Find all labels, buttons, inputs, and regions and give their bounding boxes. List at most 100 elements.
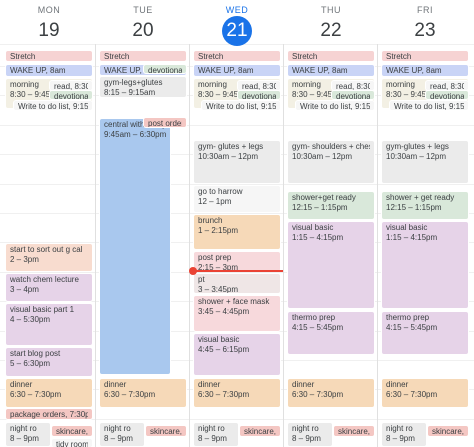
event-title: WAKE UP, 8am (198, 66, 254, 75)
event[interactable]: dinner 6:30 – 7:30pm (287, 378, 375, 408)
event[interactable]: dinner 6:30 – 7:30pm (99, 378, 187, 408)
event-title: Write to do list, 9:15am (206, 102, 276, 111)
event[interactable]: gym-glutes + legs 10:30am – 12pm (381, 140, 469, 184)
event[interactable]: devotional, (331, 90, 375, 100)
event[interactable]: Write to do list, 9:15am (295, 100, 375, 111)
column-divider (95, 44, 96, 447)
day-name: WED (225, 5, 249, 15)
event-title: devotional, (336, 92, 370, 100)
event-title: visual basic (386, 223, 428, 232)
event[interactable]: post orders, (143, 117, 187, 128)
hour-line (0, 183, 474, 185)
event-title: night ro (10, 424, 37, 433)
event[interactable]: Stretch (193, 50, 281, 62)
day-number: 22 (287, 17, 375, 45)
event[interactable]: visual basic 1:15 – 4:15pm (381, 221, 469, 309)
event[interactable]: start blog post 5 – 6:30pm (5, 347, 93, 377)
event-time: 6:30 – 7:30pm (386, 390, 438, 399)
event[interactable]: dinner 6:30 – 7:30pm (193, 378, 281, 408)
event[interactable]: pt 3 – 3:45pm (193, 273, 281, 294)
event[interactable]: skincare, (145, 425, 187, 437)
event-title: morning (198, 80, 227, 89)
event[interactable]: skincare, (333, 425, 375, 437)
event[interactable]: devotional, (425, 90, 469, 100)
event[interactable]: watch chem lecture 3 – 4pm (5, 273, 93, 302)
event[interactable]: skincare, (239, 425, 281, 437)
event[interactable]: dinner 6:30 – 7:30pm (5, 378, 93, 408)
current-time-line (193, 270, 283, 272)
current-time-dot (189, 267, 197, 275)
day-number: 23 (381, 17, 469, 45)
event[interactable]: start to sort out g cal 2 – 3pm (5, 243, 93, 272)
event-title: skincare, (432, 427, 464, 436)
event[interactable]: gym- shoulders + chest 10:30am – 12pm (287, 140, 375, 184)
event[interactable]: Write to do list, 9:15am (201, 100, 281, 111)
event[interactable]: devotional, (143, 64, 187, 74)
day-name: FRI (417, 5, 433, 15)
event[interactable]: thermo prep 4:15 – 5:45pm (287, 311, 375, 355)
event[interactable]: skincare, (51, 425, 93, 437)
event[interactable]: shower + get ready 12:15 – 1:15pm (381, 191, 469, 220)
event-time: 12:15 – 1:15pm (386, 203, 442, 212)
event[interactable]: WAKE UP, 8am (5, 64, 93, 77)
event[interactable]: package orders, 7:30pm (5, 408, 93, 420)
event[interactable]: Stretch (5, 50, 93, 62)
event-time: 8:30 – 9:45 (198, 90, 239, 99)
event-title: Write to do list, 9:15am (18, 102, 88, 111)
event[interactable]: tidy room (51, 438, 93, 447)
event[interactable]: visual basic 1:15 – 4:15pm (287, 221, 375, 309)
event[interactable]: shower + face mask 3:45 – 4:45pm (193, 295, 281, 332)
day-number: 20 (99, 17, 187, 45)
event-title: shower + get ready (386, 193, 455, 202)
event-title: Write to do list, 9:15am (300, 102, 370, 111)
event-title: visual basic (198, 335, 240, 344)
event[interactable]: Stretch (287, 50, 375, 62)
hour-line (0, 271, 474, 273)
event[interactable]: central with aunty funlola9:45am – 6:30p… (99, 118, 171, 375)
event[interactable]: night ro 8 – 9pm (193, 422, 239, 447)
event[interactable]: devotional, (237, 90, 281, 100)
event[interactable]: WAKE UP, 8am (287, 64, 375, 77)
event[interactable]: visual basic 4:45 – 6:15pm (193, 333, 281, 376)
day-name: TUE (133, 5, 153, 15)
event-title: shower + face mask (198, 297, 270, 306)
event-title: skincare, (338, 427, 370, 436)
event[interactable]: WAKE UP, 8am (193, 64, 281, 77)
event-title: start to sort out g cal (10, 245, 83, 254)
event[interactable]: thermo prep 4:15 – 5:45pm (381, 311, 469, 355)
event[interactable]: dinner 6:30 – 7:30pm (381, 378, 469, 408)
event-title: Stretch (292, 52, 318, 61)
event-title: dinner (386, 380, 409, 389)
event[interactable]: Write to do list, 9:15am (389, 100, 469, 111)
event[interactable]: night ro 8 – 9pm (5, 422, 51, 447)
day-header: MON 19 (5, 0, 93, 44)
event[interactable]: shower+get ready 12:15 – 1:15pm (287, 191, 375, 220)
event[interactable]: devotional, (49, 90, 93, 100)
event[interactable]: post prep 2:15 – 3pm (193, 251, 281, 272)
event[interactable]: night ro 8 – 9pm (99, 422, 145, 447)
event[interactable]: night ro 8 – 9pm (287, 422, 333, 447)
event-title: dinner (292, 380, 315, 389)
event[interactable]: go to harrow 12 – 1pm (193, 185, 281, 213)
event-title: devotional, (430, 92, 464, 100)
event-title: morning (386, 80, 415, 89)
event-time: 8 – 9pm (104, 434, 133, 443)
event[interactable]: night ro 8 – 9pm (381, 422, 427, 447)
event-title: night ro (198, 424, 225, 433)
event-title: go to harrow (198, 187, 243, 196)
day-number: 19 (5, 17, 93, 45)
day-number-text: 22 (320, 20, 342, 41)
event[interactable]: Stretch (381, 50, 469, 62)
event-time: 5 – 6:30pm (10, 359, 51, 368)
event[interactable]: gym-legs+glutes 8:15 – 9:15am (99, 76, 187, 98)
event[interactable]: WAKE UP, 8am (381, 64, 469, 77)
event[interactable]: brunch 1 – 2:15pm (193, 214, 281, 250)
event[interactable]: Stretch (99, 50, 187, 62)
event[interactable]: Write to do list, 9:15am (13, 100, 93, 111)
event-title: brunch (198, 216, 223, 225)
column-divider (283, 44, 284, 447)
event-time: 12 – 1pm (198, 197, 232, 206)
event[interactable]: gym- glutes + legs 10:30am – 12pm (193, 140, 281, 184)
event[interactable]: skincare, (427, 425, 469, 437)
